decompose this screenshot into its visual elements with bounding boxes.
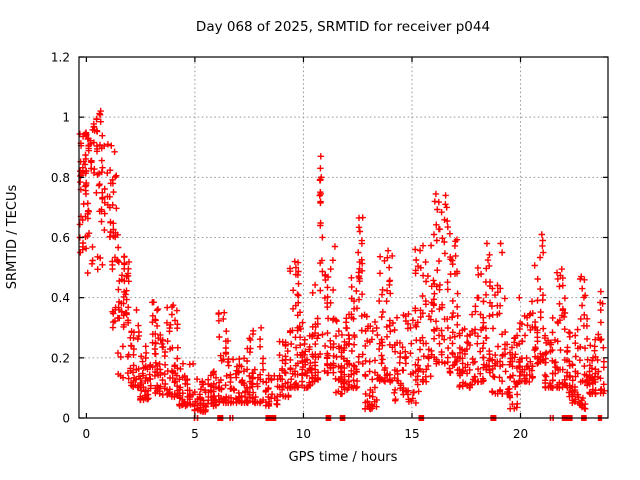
y-tick-label: 1	[62, 111, 70, 125]
y-tick-label: 0.2	[51, 351, 70, 365]
y-tick-label: 0.8	[51, 171, 70, 185]
x-axis-label: GPS time / hours	[289, 450, 398, 465]
scatter-points	[76, 107, 608, 415]
y-tick-label: 0	[62, 412, 70, 426]
y-tick-label: 0.6	[51, 231, 70, 245]
x-tick-label: 15	[404, 427, 419, 441]
x-tick-label: 10	[296, 427, 311, 441]
plot-border-and-ticks	[78, 56, 609, 419]
x-tick-label: 5	[191, 427, 199, 441]
x-tick-label: 0	[83, 427, 91, 441]
y-tick-label: 0.4	[51, 291, 70, 305]
y-axis-label: SRMTID / TECUs	[5, 185, 20, 290]
y-tick-label: 1.2	[51, 51, 70, 65]
tick-labels: 0 5 10 15 20 0 0.2 0.4 0.6 0.8 1 1.2	[51, 51, 528, 442]
chart-title: Day 068 of 2025, SRMTID for receiver p04…	[196, 19, 490, 35]
x-tick-label: 20	[513, 427, 528, 441]
